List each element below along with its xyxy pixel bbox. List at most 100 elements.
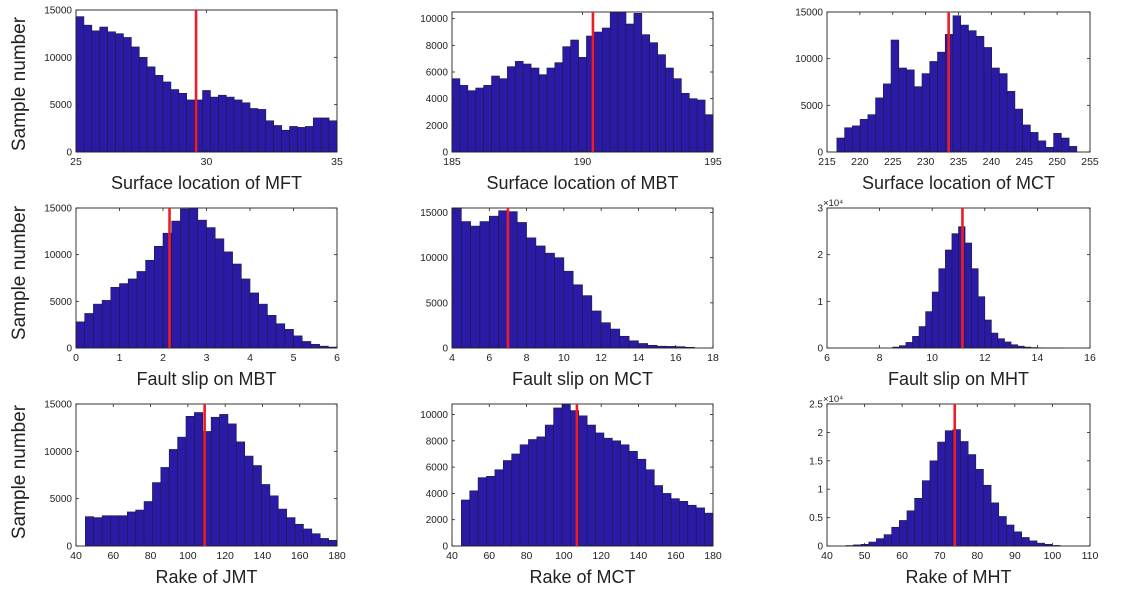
histogram-bar xyxy=(1045,147,1054,153)
histogram-bar xyxy=(469,490,479,547)
x-tick-label: 240 xyxy=(983,156,1001,168)
x-tick-label: 80 xyxy=(145,550,157,562)
histogram-bar xyxy=(502,460,512,547)
y-tick-label: 3 xyxy=(817,204,823,215)
histogram-bar xyxy=(595,432,605,547)
histogram-bar xyxy=(319,538,329,547)
histogram-bar xyxy=(162,81,172,153)
histogram-bar xyxy=(75,321,85,349)
histogram-bar xyxy=(110,515,120,547)
histogram-bar xyxy=(538,74,548,153)
x-tick-label: 3 xyxy=(204,352,210,364)
histogram-panel: 40 60 80 100 120 140 160 180 0 5000 10000 15000 Rake… xyxy=(44,400,346,588)
histogram-bar xyxy=(236,441,246,547)
histogram-bar xyxy=(912,336,920,349)
x-tick-label: 10 xyxy=(926,352,938,364)
histogram-bar xyxy=(451,78,461,153)
histogram-bar xyxy=(641,34,651,153)
histogram-bar xyxy=(535,245,546,349)
axes-box xyxy=(826,403,1091,547)
y-tick-label: 8000 xyxy=(426,41,449,52)
x-tick-label: 190 xyxy=(574,156,592,168)
histogram-bar xyxy=(572,284,583,349)
x-tick-label: 6 xyxy=(334,352,340,364)
histogram-bar xyxy=(665,67,674,153)
histogram-bar xyxy=(123,37,132,153)
histogram-bar xyxy=(131,46,140,153)
histogram-bar xyxy=(852,125,861,153)
x-axis-label: Surface location of MCT xyxy=(862,173,1055,193)
x-tick-label: 40 xyxy=(446,550,458,562)
y-exponent-label: ×10⁴ xyxy=(823,198,843,209)
histogram-bar xyxy=(202,90,211,153)
y-tick-label: 2000 xyxy=(426,515,449,526)
histogram-bar xyxy=(628,451,638,547)
histogram-bar xyxy=(519,444,529,547)
histogram-bar xyxy=(145,259,155,349)
histogram-bar xyxy=(249,292,259,349)
histogram-bar xyxy=(890,39,900,153)
histogram-bar xyxy=(679,500,689,547)
y-tick-label: 1.5 xyxy=(809,456,823,467)
x-tick-label: 160 xyxy=(291,550,309,562)
histogram-bar xyxy=(289,126,298,153)
x-axis-label: Fault slip on MCT xyxy=(512,369,653,389)
y-tick-label: 0 xyxy=(66,542,72,553)
histogram-bar xyxy=(844,127,853,153)
histogram-bar xyxy=(582,295,593,349)
x-axis-label: Fault slip on MBT xyxy=(136,369,276,389)
histogram-bar xyxy=(286,517,296,547)
histogram-bar xyxy=(637,458,647,547)
x-tick-label: 60 xyxy=(107,550,119,562)
histogram-bar xyxy=(945,249,953,349)
x-tick-label: 140 xyxy=(254,550,272,562)
histogram-bar xyxy=(477,477,487,547)
x-tick-label: 100 xyxy=(555,550,573,562)
x-axis-label: Rake of MCT xyxy=(529,567,635,587)
histogram-bar xyxy=(899,520,908,547)
histogram-bar xyxy=(467,90,477,153)
y-tick-label: 1 xyxy=(817,485,823,496)
x-tick-label: 14 xyxy=(633,352,645,364)
y-tick-label: 15000 xyxy=(795,8,823,19)
x-tick-label: 110 xyxy=(1082,550,1099,562)
histogram-bar xyxy=(1061,137,1070,153)
histogram-bar xyxy=(528,439,538,547)
histogram-bar xyxy=(491,75,500,153)
histogram-bar xyxy=(554,257,565,349)
y-tick-label: 15000 xyxy=(44,400,72,411)
histogram-bar xyxy=(511,453,521,547)
histogram-bar xyxy=(273,125,282,153)
histogram-bar xyxy=(312,117,322,153)
histogram-bar xyxy=(297,127,306,153)
histogram-bar xyxy=(479,221,490,349)
histogram-bar xyxy=(115,33,124,153)
y-tick-label: 10000 xyxy=(44,250,72,261)
histogram-bar xyxy=(232,263,242,349)
histogram-bar xyxy=(107,31,116,153)
histogram-bar xyxy=(536,436,546,547)
histogram-bar xyxy=(562,46,571,153)
histogram-bar xyxy=(136,271,146,349)
histogram-bar xyxy=(281,129,290,153)
histogram-bar xyxy=(154,245,164,349)
histogram-bar xyxy=(152,482,162,547)
histogram-bar xyxy=(645,469,655,547)
histogram-bar xyxy=(591,310,602,349)
x-tick-label: 90 xyxy=(1009,550,1021,562)
x-tick-label: 250 xyxy=(1048,156,1066,168)
histogram-bar xyxy=(991,67,1000,153)
histogram-bar xyxy=(657,54,666,153)
histogram-bar xyxy=(600,322,611,349)
x-tick-label: 80 xyxy=(971,550,983,562)
x-tick-label: 215 xyxy=(818,156,836,168)
x-tick-label: 30 xyxy=(201,156,213,168)
y-tick-label: 5000 xyxy=(801,101,824,112)
x-tick-label: 40 xyxy=(821,550,833,562)
histogram-bar xyxy=(459,85,469,153)
x-tick-label: 120 xyxy=(216,550,234,562)
x-tick-label: 245 xyxy=(1015,156,1033,168)
histogram-bar xyxy=(303,528,313,547)
histogram-bar xyxy=(544,252,555,349)
histogram-bar xyxy=(526,237,537,349)
